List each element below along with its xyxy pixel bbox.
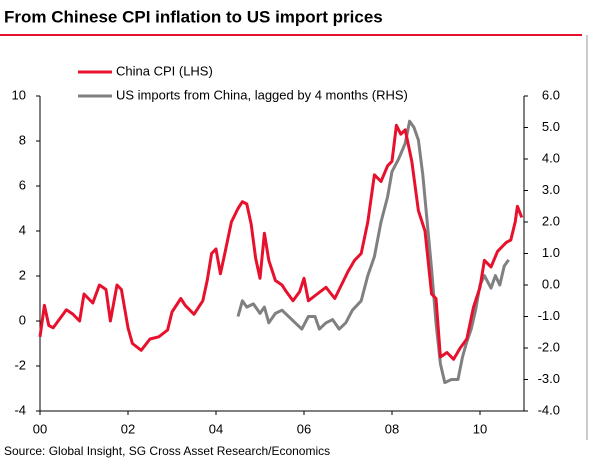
x-tick-label: 02 — [121, 421, 135, 436]
y-tick-label: -4 — [14, 402, 26, 417]
source-note: Source: Global Insight, SG Cross Asset R… — [4, 444, 330, 458]
y2-tick-label: -4.0 — [538, 402, 560, 417]
y-tick-label: 8 — [19, 132, 26, 147]
y2-tick-label: 3.0 — [542, 182, 560, 197]
x-tick-label: 06 — [297, 421, 311, 436]
y2-tick-label: 6.0 — [542, 87, 560, 102]
y-tick-label: 10 — [12, 87, 26, 102]
y-tick-label: -2 — [14, 357, 26, 372]
y2-tick-label: -3.0 — [538, 371, 560, 386]
x-tick-label: 08 — [385, 421, 399, 436]
y-tick-label: 4 — [19, 222, 26, 237]
y2-tick-label: -2.0 — [538, 339, 560, 354]
legend-label: US imports from China, lagged by 4 month… — [116, 87, 408, 102]
y-tick-label: 6 — [19, 177, 26, 192]
y-tick-label: 0 — [19, 312, 26, 327]
y-tick-label: 2 — [19, 267, 26, 282]
series-line — [236, 119, 510, 385]
y2-tick-label: 5.0 — [542, 119, 560, 134]
y2-tick-label: -1.0 — [538, 308, 560, 323]
x-tick-label: 00 — [33, 421, 47, 436]
legend-label: China CPI (LHS) — [116, 63, 213, 78]
y2-tick-label: 1.0 — [542, 245, 560, 260]
y2-tick-label: 2.0 — [542, 213, 560, 228]
y2-tick-label: 4.0 — [542, 150, 560, 165]
chart-title: From Chinese CPI inflation to US import … — [4, 7, 383, 26]
x-tick-label: 10 — [473, 421, 487, 436]
x-tick-label: 04 — [209, 421, 223, 436]
y2-tick-label: 0.0 — [542, 276, 560, 291]
series-line — [38, 123, 524, 361]
